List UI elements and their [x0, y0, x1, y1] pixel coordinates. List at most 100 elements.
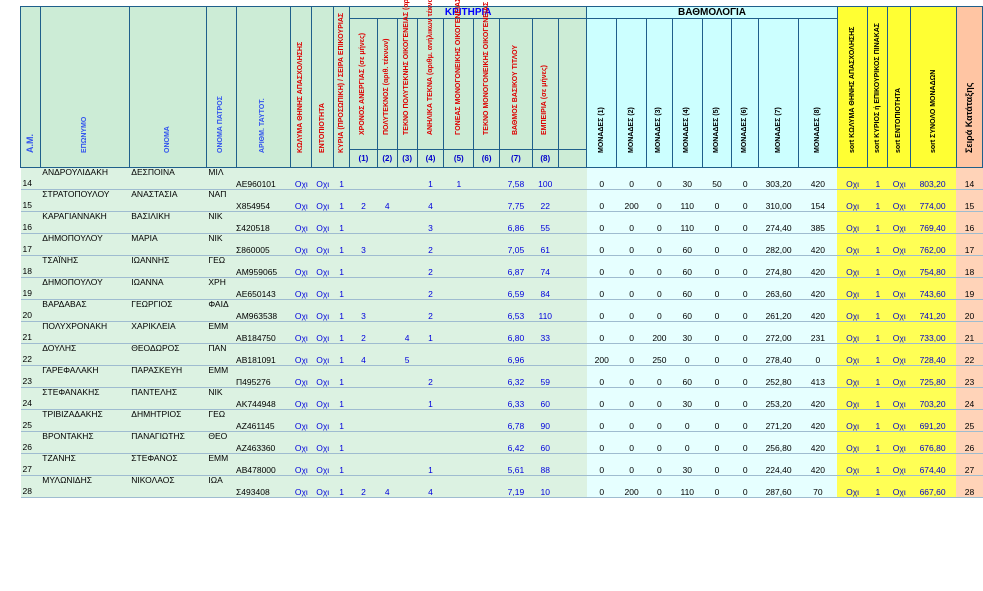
row-sort-kyrios: 1 — [867, 409, 888, 432]
table-row[interactable]: 14 ΑΝΔΡΟΥΛΙΔΑΚΗ ΔΕΣΠΟΙΝΑ ΜΙΛ ΑΕ960101 Οχι Οχι 1… — [20, 167, 983, 190]
row-kyria: 1 — [333, 277, 350, 300]
table-row[interactable]: 15 ΣΤΡΑΤΟΠΟΥΛΟΥ ΑΝΑΣΤΑΣΙΑ ΝΑΠ Χ854954 Οχι Οχι 1… — [20, 189, 983, 212]
row-m8: 420 — [798, 299, 838, 322]
row-k5 — [443, 387, 474, 410]
row-k3 — [397, 365, 418, 388]
krit-header-6: ΤΕΚΝΟ ΜΟΝΟΓΟΝΕΙΚΗΣ ΟΙΚΟΓΕΝΕΙΑΣ — [473, 2, 501, 150]
row-k7: 6,87 — [499, 255, 533, 278]
row-patros: ΕΜΜ — [206, 365, 237, 388]
row-kolyma: Οχι — [290, 343, 312, 366]
table-row[interactable]: 19 ΔΗΜΟΠΟΥΛΟΥ ΙΩΑΝΝΑ ΧΡΗ ΑΕ650143 Οχι Οχι 1 2 6,5… — [20, 277, 983, 300]
row-onoma: ΔΗΜΗΤΡΙΟΣ — [129, 409, 207, 432]
row-k6 — [473, 453, 500, 476]
row-m8: 154 — [798, 189, 838, 212]
row-k3 — [397, 431, 418, 454]
table-row[interactable]: 17 ΔΗΜΟΠΟΥΛΟΥ ΜΑΡΙΑ ΝΙΚ Σ860005 Οχι Οχι 1 3 2 7,05… — [20, 233, 983, 256]
col-am-header: Α.Μ. — [20, 6, 41, 168]
row-k4: 1 — [417, 167, 444, 190]
row-m2: 0 — [616, 431, 647, 454]
row-m4: 30 — [672, 321, 703, 344]
row-kolyma: Οχι — [290, 189, 312, 212]
row-taut: ΑΒ184750 — [236, 321, 291, 344]
table-row[interactable]: 18 ΤΣΑΪΝΗΣ ΙΩΑΝΝΗΣ ΓΕΩ ΑΜ959065 Οχι Οχι 1 2 6,87 7… — [20, 255, 983, 278]
row-rank: 15 — [956, 189, 983, 212]
row-sort-entop: Οχι — [887, 299, 911, 322]
table-row[interactable]: 23 ΓΑΡΕΦΑΛΑΚΗ ΠΑΡΑΣΚΕΥΗ ΕΜΜ Π495276 Οχι Οχι 1 2 6… — [20, 365, 983, 388]
row-sort-entop: Οχι — [887, 233, 911, 256]
row-sort-kolyma: Οχι — [837, 343, 868, 366]
row-spacer — [558, 453, 587, 476]
table-row[interactable]: 27 ΤΖΑΝΗΣ ΣΤΕΦΑΝΟΣ ΕΜΜ ΑΒ478000 Οχι Οχι 1 1 5,61 8… — [20, 453, 983, 476]
row-k5 — [443, 453, 474, 476]
row-m5: 0 — [702, 189, 732, 212]
row-am: 23 — [20, 365, 41, 388]
row-k8: 110 — [532, 299, 559, 322]
row-m1: 0 — [586, 233, 617, 256]
table-row[interactable]: 21 ΠΟΛΥΧΡΟΝΑΚΗ ΧΑΡΙΚΛΕΙΑ ΕΜΜ ΑΒ184750 Οχι Οχι 1… — [20, 321, 983, 344]
row-m2: 0 — [616, 387, 647, 410]
row-k3 — [397, 299, 418, 322]
row-total: 676,80 — [910, 431, 957, 454]
row-m1: 0 — [586, 475, 617, 498]
table-row[interactable]: 26 ΒΡΟΝΤΑΚΗΣ ΠΑΝΑΓΙΩΤΗΣ ΘΕΟ ΑΖ463360 Οχι Οχι 1 6… — [20, 431, 983, 454]
row-sort-kyrios: 1 — [867, 277, 888, 300]
table-row[interactable]: 22 ΔΟΥΛΗΣ ΘΕΟΔΩΡΟΣ ΠΑΝ ΑΒ181091 Οχι Οχι 1 4 5 6,96… — [20, 343, 983, 366]
row-k8: 55 — [532, 211, 559, 234]
row-m5: 0 — [702, 365, 732, 388]
row-m4: 60 — [672, 277, 703, 300]
row-k6 — [473, 387, 500, 410]
row-sort-entop: Οχι — [887, 387, 911, 410]
row-k6 — [473, 321, 500, 344]
row-onoma: ΠΑΝΑΓΙΩΤΗΣ — [129, 431, 207, 454]
row-k2 — [377, 321, 398, 344]
row-spacer — [558, 189, 587, 212]
row-m5: 0 — [702, 409, 732, 432]
row-kolyma: Οχι — [290, 233, 312, 256]
row-entop: Οχι — [311, 453, 334, 476]
row-am: 25 — [20, 409, 41, 432]
row-patros: ΧΡΗ — [206, 277, 237, 300]
row-m4: 110 — [672, 189, 703, 212]
row-k8: 22 — [532, 189, 559, 212]
row-m5: 0 — [702, 387, 732, 410]
row-k5 — [443, 321, 474, 344]
row-m7: 282,00 — [758, 233, 799, 256]
row-k2 — [377, 167, 398, 190]
vathmologia-group-header: ΒΑΘΜΟΛΟΓΙΑ — [586, 6, 838, 19]
row-spacer — [558, 277, 587, 300]
table-row[interactable]: 24 ΣΤΕΦΑΝΑΚΗΣ ΠΑΝΤΕΛΗΣ ΝΙΚ ΑΚ744948 Οχι Οχι 1 1 6… — [20, 387, 983, 410]
row-taut: ΑΕ650143 — [236, 277, 291, 300]
row-k2 — [377, 387, 398, 410]
row-am: 15 — [20, 189, 41, 212]
row-kolyma: Οχι — [290, 475, 312, 498]
row-rank: 16 — [956, 211, 983, 234]
seira-header: Σειρά Κατάταξης — [955, 6, 983, 168]
row-entop: Οχι — [311, 431, 334, 454]
row-onoma: ΠΑΝΤΕΛΗΣ — [129, 387, 207, 410]
row-k8: 88 — [532, 453, 559, 476]
row-k7: 7,05 — [499, 233, 533, 256]
row-k2 — [377, 343, 398, 366]
row-taut: ΑΕ960101 — [236, 167, 291, 190]
row-k5 — [443, 475, 474, 498]
table-row[interactable]: 20 ΒΑΡΔΑΒΑΣ ΓΕΩΡΓΙΟΣ ΦΑΙΔ ΑΜ963538 Οχι Οχι 1 3 2 6… — [20, 299, 983, 322]
table-row[interactable]: 16 ΚΑΡΑΓΙΑΝΝΑΚΗ ΒΑΣΙΛΙΚΗ ΝΙΚ Σ420518 Οχι Οχι 1 3… — [20, 211, 983, 234]
row-m8: 231 — [798, 321, 838, 344]
row-entop: Οχι — [311, 277, 334, 300]
row-k2 — [377, 211, 398, 234]
krit-number-1: (1) — [349, 149, 378, 168]
row-k3 — [397, 475, 418, 498]
row-patros: ΘΕΟ — [206, 431, 237, 454]
row-patros: ΜΙΛ — [206, 167, 237, 190]
row-m7: 256,80 — [758, 431, 799, 454]
row-k3 — [397, 211, 418, 234]
row-total: 733,00 — [910, 321, 957, 344]
row-kolyma: Οχι — [290, 255, 312, 278]
row-spacer — [558, 321, 587, 344]
krit-header-7: ΒΑΘΜΟΣ ΒΑΣΙΚΟΥ ΤΙΤΛΟΥ — [499, 18, 533, 150]
row-taut: Π495276 — [236, 365, 291, 388]
row-k6 — [473, 167, 500, 190]
table-row[interactable]: 25 ΤΡΙΒΙΖΑΔΑΚΗΣ ΔΗΜΗΤΡΙΟΣ ΓΕΩ ΑΖ461145 Οχι Οχι… — [20, 409, 983, 432]
row-m7: 303,20 — [758, 167, 799, 190]
table-row[interactable]: 28 ΜΥΛΩΝΙΔΗΣ ΝΙΚΟΛΑΟΣ ΙΩΑ Σ493408 Οχι Οχι 1 2 4 4 7… — [20, 475, 983, 498]
